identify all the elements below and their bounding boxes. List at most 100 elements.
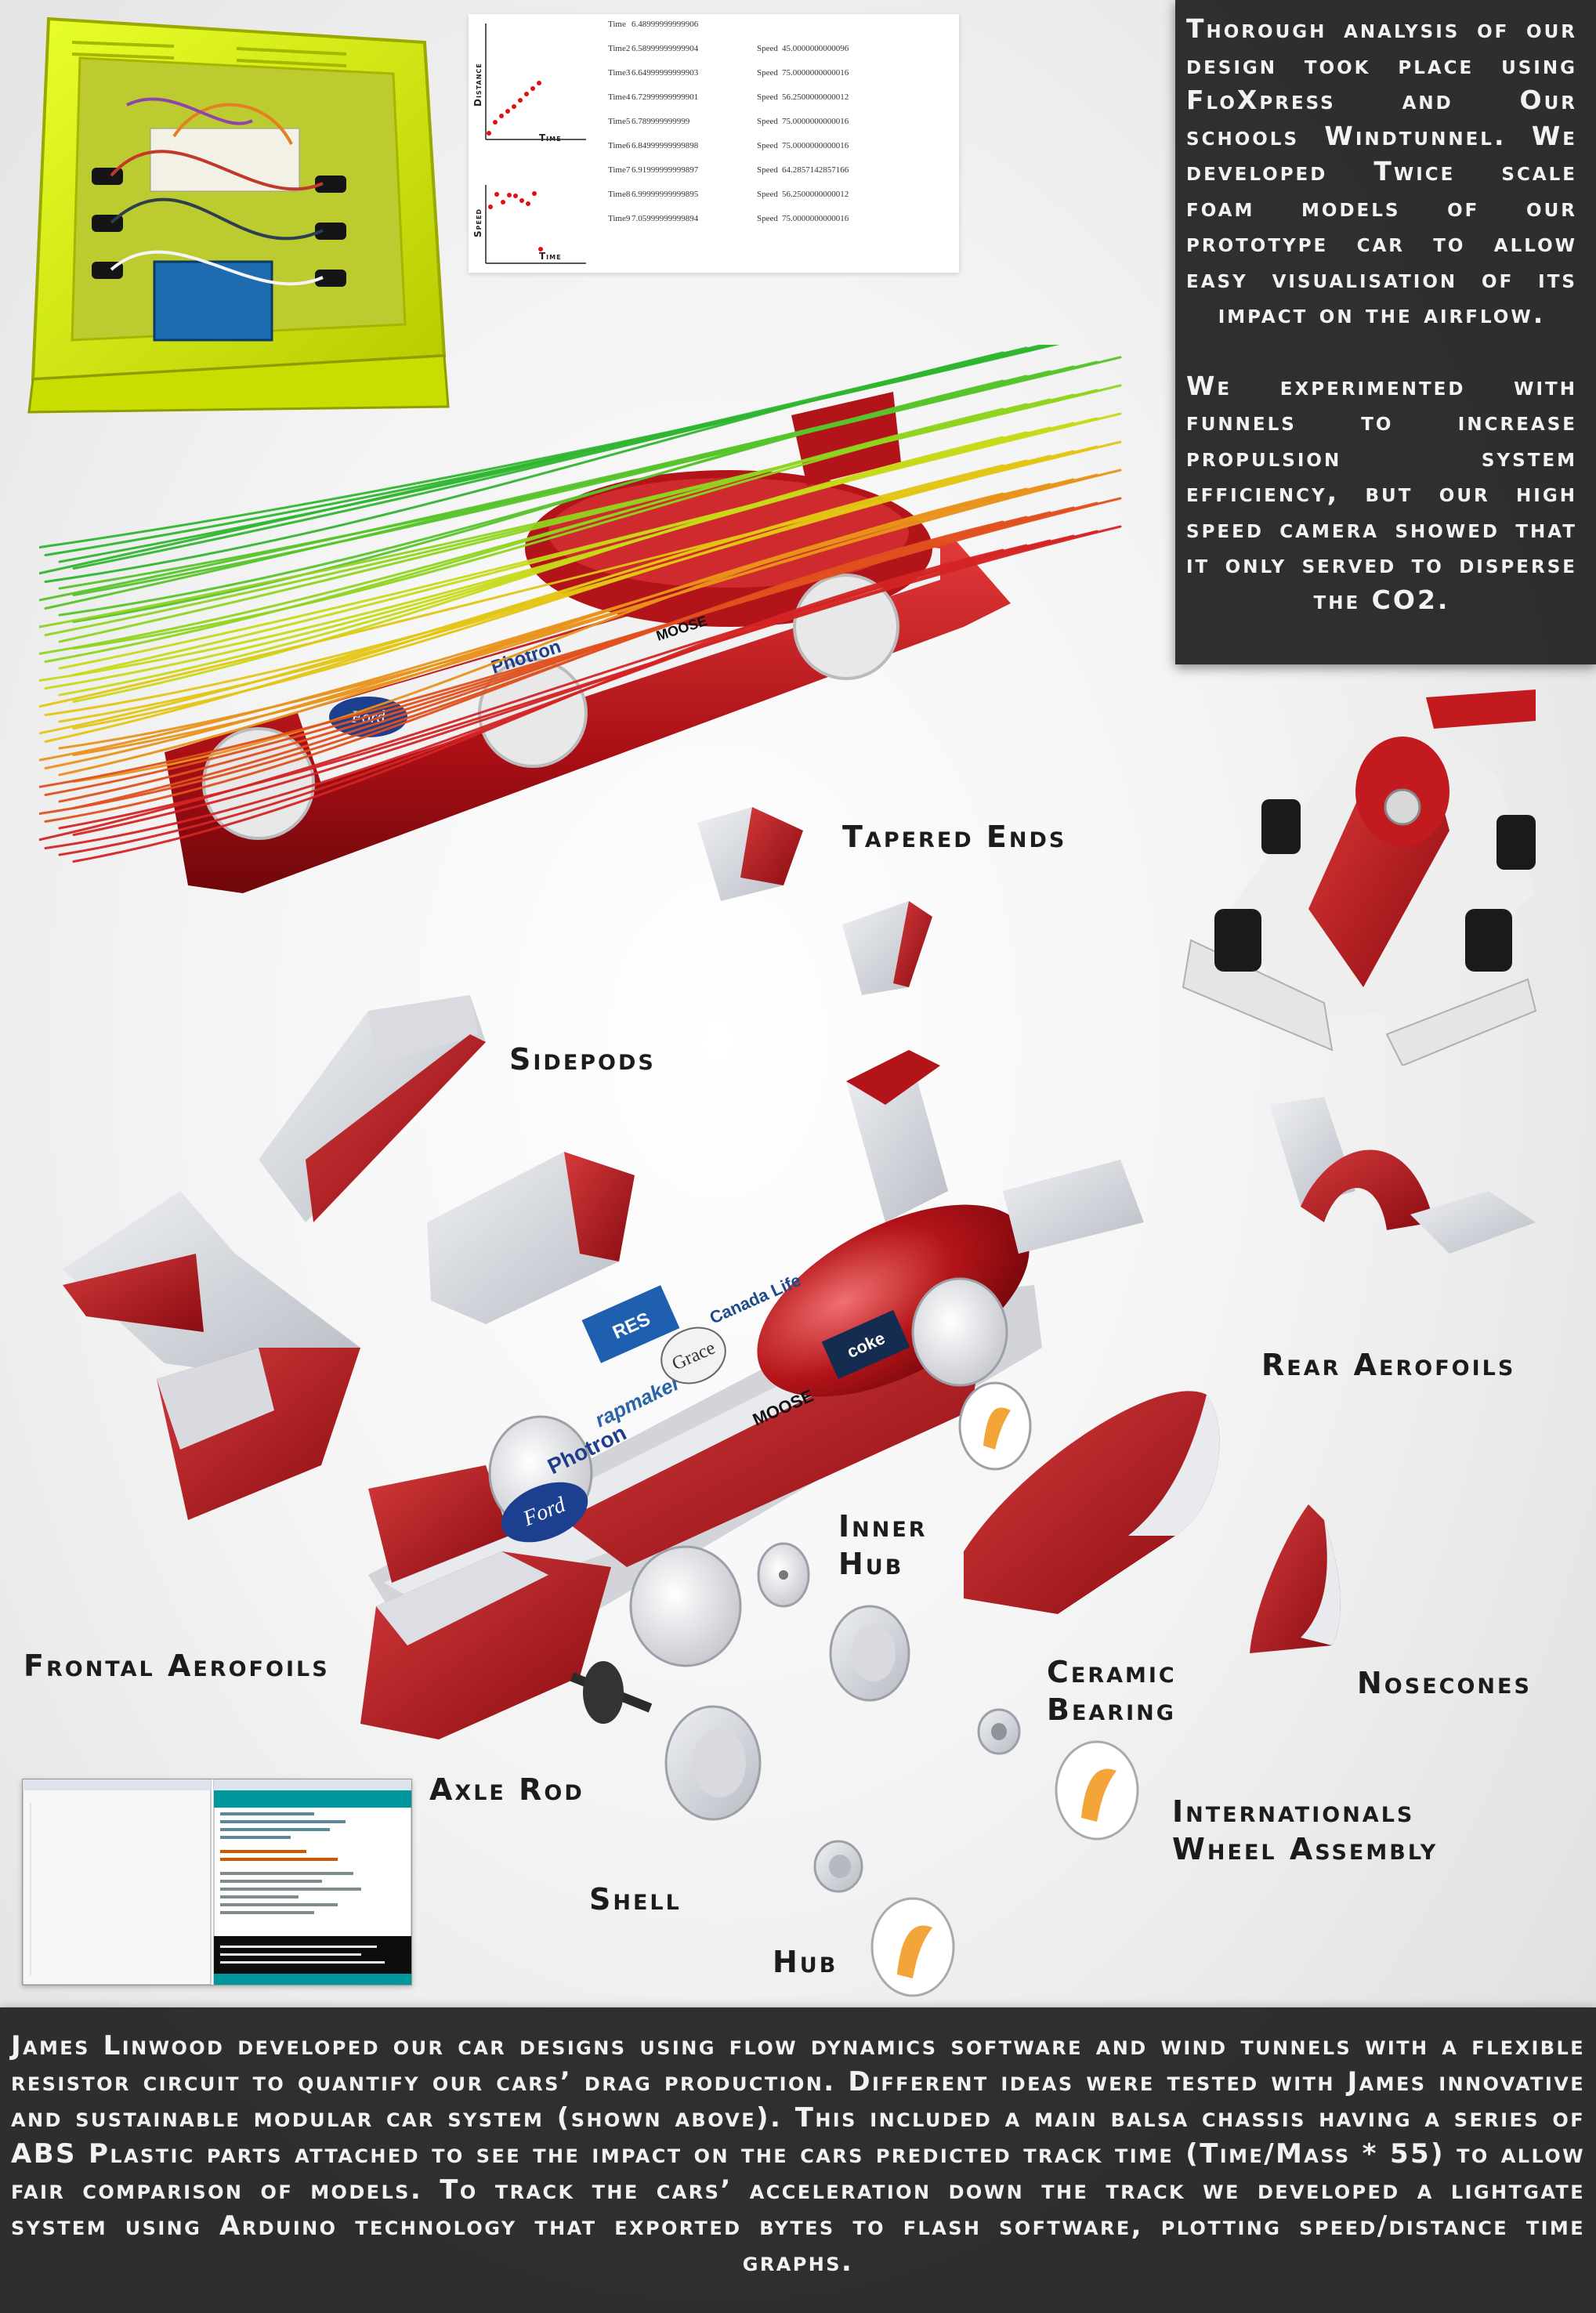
label-ceramic-bearing: Ceramic Bearing <box>1047 1655 1177 1727</box>
reading-speed-value: 75.0000000000016 <box>782 214 849 223</box>
description-text: James Linwood developed our car designs … <box>11 2030 1585 2278</box>
reading-time-label: Time2 <box>608 44 630 53</box>
reading-time-value: 7.05999999999894 <box>632 214 699 223</box>
reading-speed-value: 75.0000000000016 <box>782 68 849 78</box>
analysis-paragraph-1: Thorough analysis of our design took pla… <box>1186 13 1577 329</box>
sidepod-part-2 <box>427 1152 635 1324</box>
streamline <box>39 403 1028 655</box>
streamline <box>58 431 1028 697</box>
prototype-car-render <box>1182 690 1537 1066</box>
reading-time-value: 6.84999999999898 <box>632 141 699 150</box>
reading-time-label: Time6 <box>608 141 631 150</box>
streamline <box>39 516 1028 816</box>
label-hub: Hub <box>773 1945 838 1979</box>
reading-time-value: 6.72999999999901 <box>632 92 698 102</box>
reading-time-value: 6.789999999999 <box>632 117 690 126</box>
label-sidepods: Sidepods <box>509 1042 656 1077</box>
reading-time-label: Time4 <box>608 92 631 102</box>
reading-speed-label: Speed <box>757 92 778 102</box>
analysis-panel: Thorough analysis of our design took pla… <box>1175 0 1596 664</box>
tapered-end-part-1 <box>697 807 803 901</box>
hub-part <box>813 1840 863 1893</box>
reading-time-value: 6.48999999999906 <box>632 20 699 29</box>
grace-badge <box>660 1327 726 1385</box>
reading-speed-label: Speed <box>757 165 778 175</box>
label-tapered-ends: Tapered Ends <box>842 820 1067 854</box>
time-axis-title-2: Time <box>539 251 562 262</box>
airflow-streamlines <box>39 345 1122 863</box>
streamline <box>44 464 1004 743</box>
distance-axis-title: Distance <box>472 63 483 107</box>
reading-time-label: Time3 <box>608 68 631 78</box>
reading-speed-value: 56.2500000000012 <box>782 92 849 102</box>
label-internationals-wheel-assembly: Internationals Wheel Assembly <box>1172 1794 1439 1866</box>
streamline <box>44 501 1098 796</box>
streamline <box>39 497 1122 788</box>
shell-part-lower <box>664 1705 762 1821</box>
reading-speed-value: 45.0000000000096 <box>782 44 849 53</box>
res-badge <box>581 1285 680 1363</box>
streamline <box>72 379 1004 623</box>
streamline <box>39 459 1028 735</box>
streamline <box>72 398 1051 650</box>
speed-axis-title: Speed <box>472 208 483 237</box>
analysis-paragraph-2: We experimented with funnels to increase… <box>1186 370 1577 615</box>
ceramic-bearing-part <box>977 1708 1021 1755</box>
streamline <box>44 445 1098 716</box>
label-nosecones: Nosecones <box>1357 1666 1532 1700</box>
reading-speed-label: Speed <box>757 214 778 223</box>
speed-distance-graph-card: Distance Time Speed Time Time 6.489999999… <box>469 14 959 273</box>
reading-speed-label: Speed <box>757 44 778 53</box>
coke-badge <box>821 1309 910 1380</box>
time-axis-title-1: Time <box>539 132 562 143</box>
reading-speed-value: 56.2500000000012 <box>782 190 849 199</box>
streamline <box>44 520 1004 823</box>
streamline <box>72 492 1004 783</box>
streamline <box>44 407 1004 663</box>
reading-time-value: 6.91999999999897 <box>632 165 699 175</box>
reading-time-label: Time8 <box>608 190 631 199</box>
reading-speed-label: Speed <box>757 190 778 199</box>
reading-time-label: Time7 <box>608 165 631 175</box>
rear-aerofoil-part <box>1269 1097 1536 1254</box>
label-axle-rod: Axle Rod <box>429 1772 584 1807</box>
streamline <box>58 506 1075 803</box>
nosecone-part-2 <box>1250 1504 1341 1653</box>
tapered-end-part-2 <box>842 901 932 995</box>
reading-time-value: 6.58999999999904 <box>632 44 699 53</box>
streamline <box>39 422 1075 682</box>
reading-time-label: Time9 <box>608 214 631 223</box>
streamline <box>44 483 1051 769</box>
main-car-assembly <box>360 1050 1144 1739</box>
reading-speed-label: Speed <box>757 68 778 78</box>
reading-time-value: 6.99999999999895 <box>632 190 699 199</box>
reading-speed-label: Speed <box>757 141 778 150</box>
reading-speed-value: 64.2857142857166 <box>782 165 849 175</box>
exploded-parts-diagram: Ford Photron rapmaker Grace RES Canada L… <box>63 807 1536 1997</box>
reading-time-label: Time5 <box>608 117 631 126</box>
streamline <box>72 473 1098 756</box>
streamline <box>58 450 1075 723</box>
inner-hub-part <box>757 1542 810 1608</box>
streamline <box>58 375 1028 617</box>
reading-time-value: 6.64999999999903 <box>632 68 699 78</box>
readings-table: Time 6.48999999999906 Time2 6.5899999999990… <box>608 20 849 223</box>
streamline <box>39 478 1075 762</box>
distance-points <box>487 81 541 136</box>
streamline <box>58 469 1122 750</box>
lightgate-circuit-box-photo <box>27 16 450 414</box>
reading-speed-label: Speed <box>757 117 778 126</box>
frontal-aerofoil-part-1 <box>63 1191 360 1520</box>
streamline <box>72 548 1004 863</box>
arduino-ide-screenshot <box>22 1779 412 1985</box>
streamline <box>44 426 1051 690</box>
sidepod-part-1 <box>259 995 486 1222</box>
flow-simulation-car: Ford Photron MOOSE <box>39 345 1122 893</box>
axle-rod-part <box>570 1661 653 1724</box>
ford-badge <box>501 1482 588 1543</box>
label-rear-aerofoils: Rear Aerofoils <box>1261 1348 1516 1382</box>
shell-part-upper <box>829 1605 910 1702</box>
streamline <box>44 351 1004 583</box>
reading-time-label: Time <box>608 20 626 29</box>
streamline <box>72 360 1098 596</box>
